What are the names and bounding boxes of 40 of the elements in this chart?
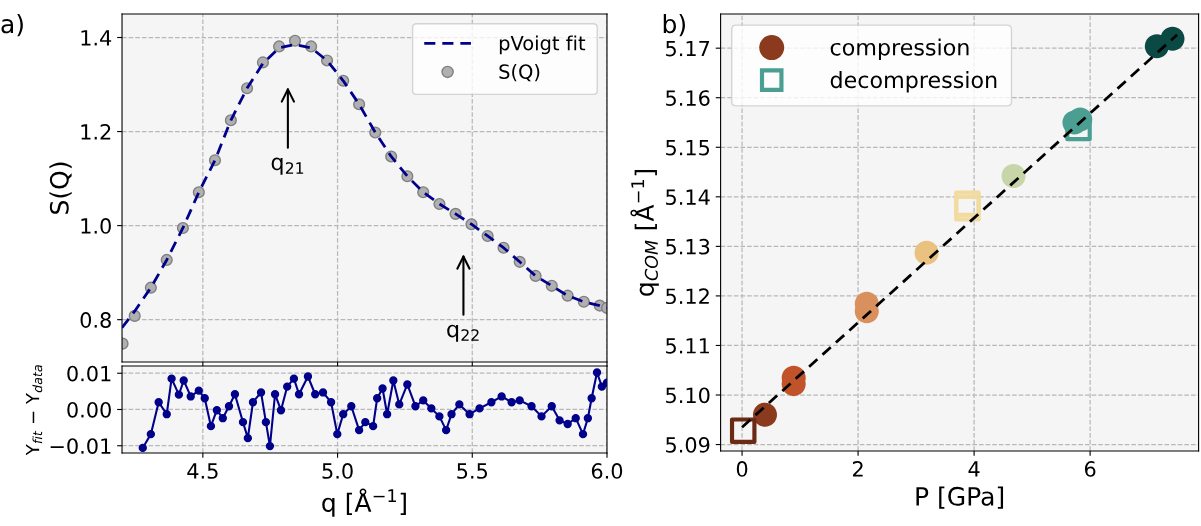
y-tick-label: 5.15 (666, 140, 710, 156)
y-tick-label: 5.10 (666, 387, 710, 404)
legend-label: compression (830, 38, 969, 60)
annotation: q$_{22}$ (447, 324, 479, 342)
point (1160, 26, 1185, 51)
y-tick-label: −0.01 (50, 438, 111, 454)
text: b) (663, 13, 685, 37)
y-axis-title: Y$_{fit}$ − Y$_{data}$ (25, 365, 43, 456)
x-tick-label: 6.0 (591, 463, 623, 479)
text: a) (1, 14, 23, 37)
y-tick-label: 1.2 (81, 124, 111, 140)
y-axis-title: S(Q) (49, 162, 72, 214)
annotation: q$_{21}$ (271, 157, 304, 175)
legend-label: S(Q) (499, 63, 540, 82)
y-tick-label: 5.11 (666, 338, 709, 354)
x-tick-label: 5.0 (322, 463, 353, 479)
legend-label: decompression (830, 71, 997, 93)
legend-label: pVoigt fit (499, 35, 586, 55)
x-axis-title: P [GPa] (916, 486, 1004, 509)
point (1001, 163, 1026, 189)
x-tick-label: 4.5 (187, 463, 218, 479)
x-axis-title: q [Å$^{−1}$] (322, 488, 406, 517)
y-tick-label: 0.00 (67, 401, 111, 418)
y-axis-title: q$_{COM}$ [Å$^{−1}$] (630, 170, 659, 296)
y-tick-label: 1.0 (81, 218, 111, 234)
y-tick-label: 0.8 (80, 312, 111, 328)
y-tick-label: 0.01 (67, 365, 111, 382)
y-tick-label: 5.17 (666, 40, 710, 57)
x-tick-label: 5.5 (457, 463, 488, 479)
point (729, 417, 757, 444)
x-tick-label: 0 (736, 461, 748, 477)
y-tick-label: 5.13 (666, 238, 710, 255)
y-tick-label: 1.4 (81, 30, 112, 46)
y-tick-label: 5.12 (666, 288, 709, 305)
x-tick-label: 2 (852, 461, 863, 477)
y-tick-label: 5.09 (666, 437, 710, 453)
x-tick-label: 4 (968, 461, 980, 477)
x-tick-label: 6 (1084, 461, 1096, 477)
y-tick-label: 5.14 (666, 189, 710, 206)
y-tick-label: 5.16 (666, 90, 710, 106)
